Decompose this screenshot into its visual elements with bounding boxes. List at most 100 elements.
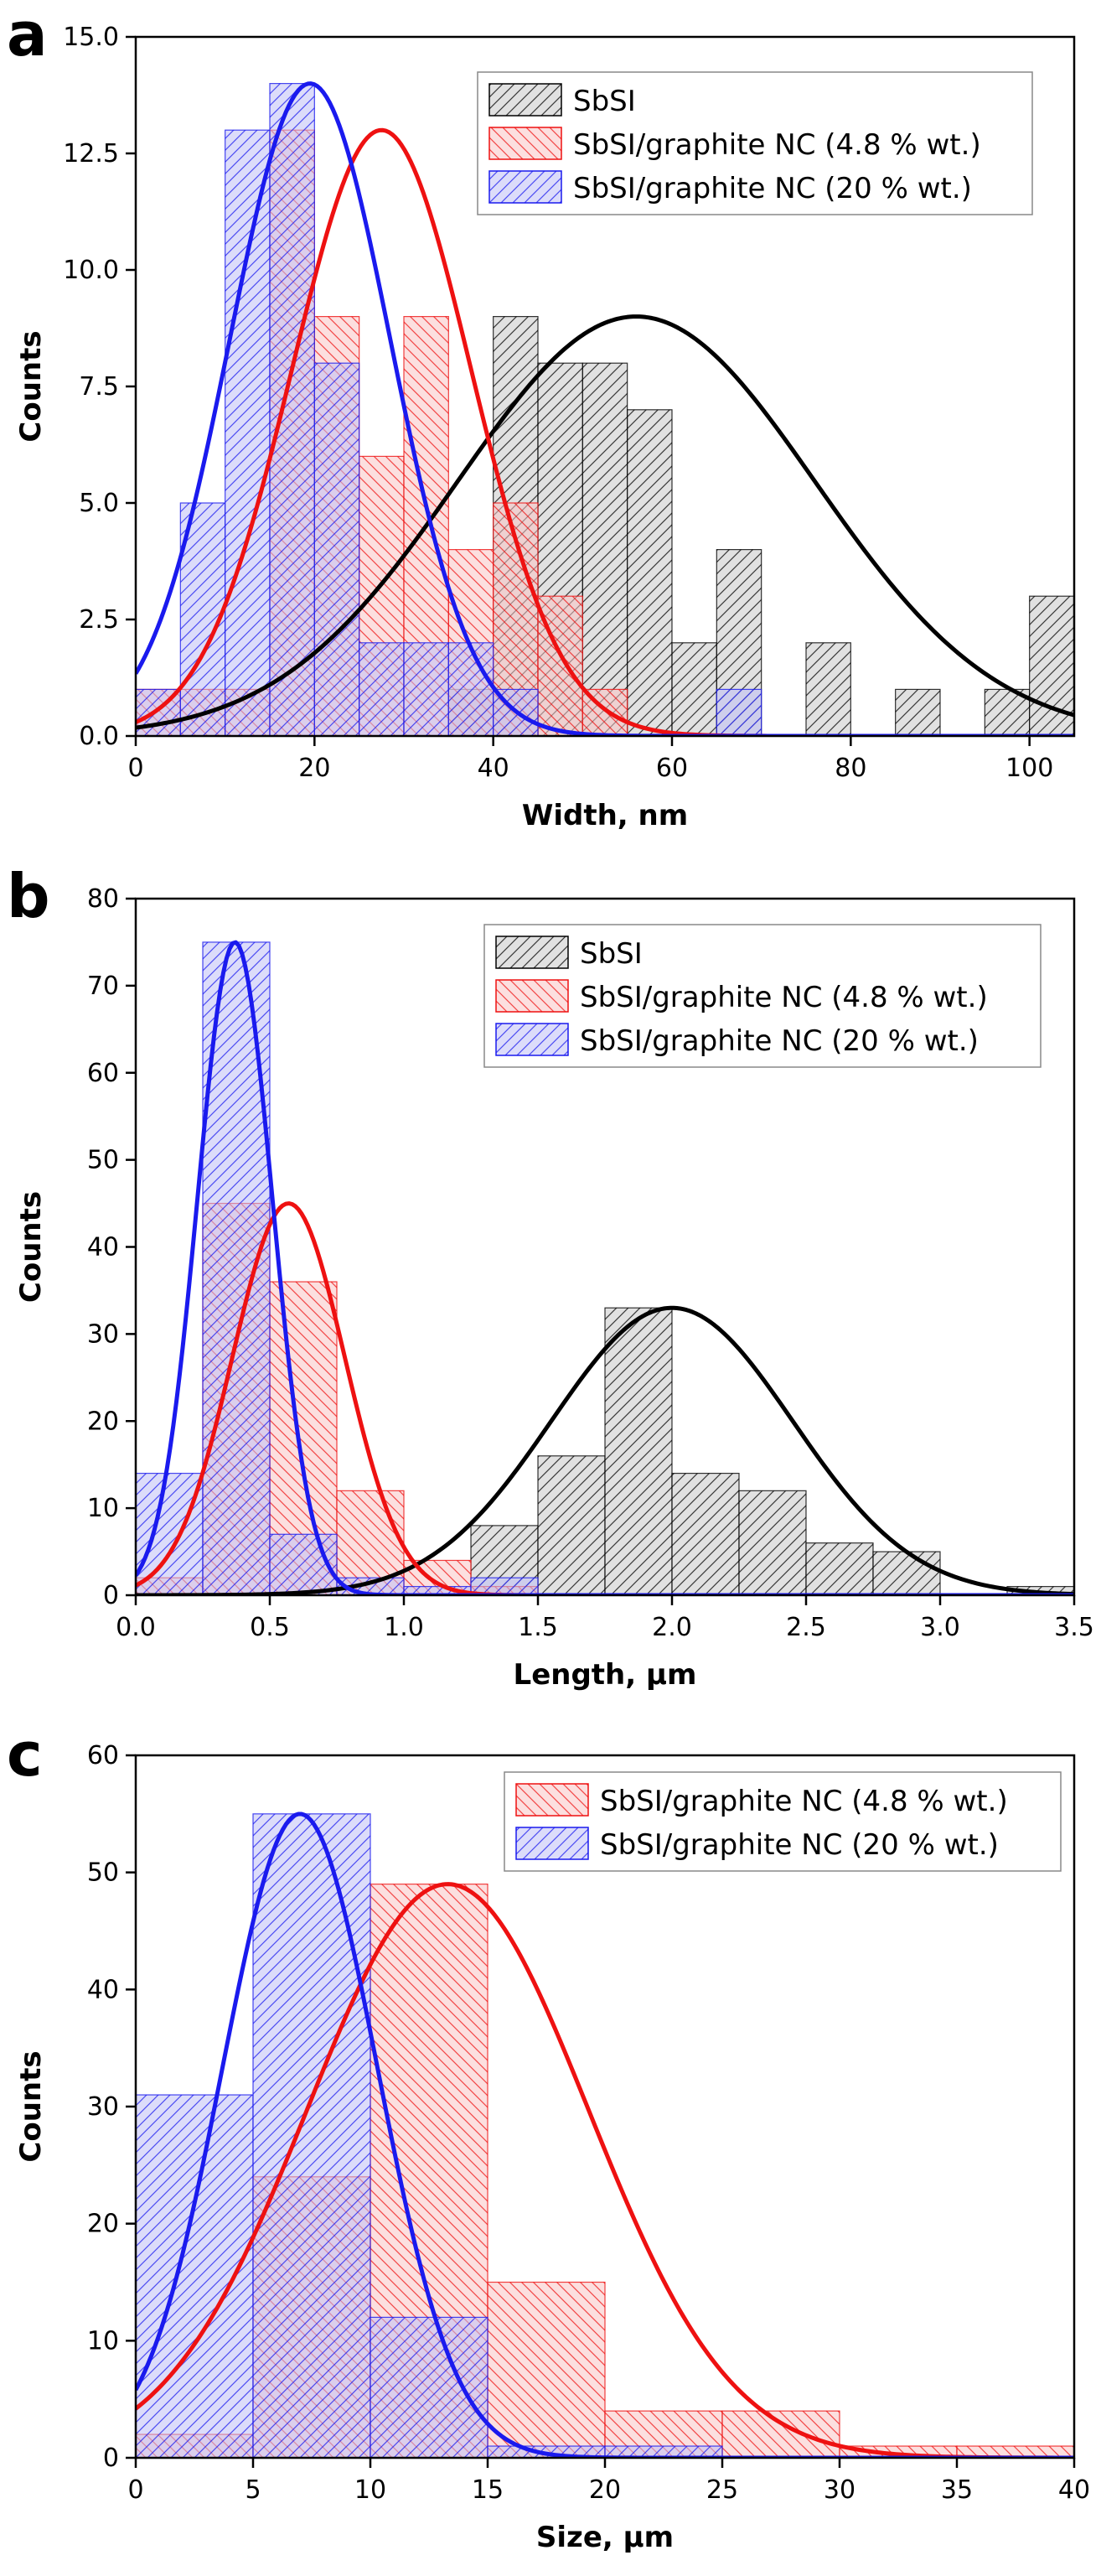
x-tick-label: 40: [478, 754, 509, 783]
legend-entry-label: SbSI: [573, 85, 636, 118]
y-tick-label: 15.0: [63, 23, 119, 52]
x-tick-label: 1.5: [518, 1613, 558, 1642]
legend-box: [504, 1771, 1062, 1872]
legend: SbSI SbSI/graphite NC (4.8 % wt.) SbSI/gra…: [483, 924, 1042, 1068]
histogram-bar-hatch: [872, 1551, 941, 1595]
fit-curve-2: [136, 940, 1074, 1595]
x-tick-label: 30: [824, 2475, 855, 2505]
plot-area: [136, 81, 1074, 736]
y-tick-label: 20: [87, 2210, 119, 2239]
histogram-bar-hatch: [805, 1542, 874, 1595]
histogram-bar-hatch: [359, 642, 405, 736]
y-tick-label: 20: [87, 1407, 119, 1436]
histogram-bar-hatch: [225, 129, 271, 736]
x-tick-label: 5: [245, 2475, 261, 2505]
legend-box: [483, 924, 1042, 1068]
fit-curve-0: [136, 1305, 1074, 1595]
legend-swatch-hatch: [515, 1827, 589, 1860]
histogram-bar-hatch: [487, 2281, 606, 2458]
legend-swatch-hatch: [488, 170, 562, 204]
histogram-bar-hatch: [403, 642, 449, 736]
series-bars-0: [470, 1307, 1074, 1595]
y-tick-label: 0: [103, 2444, 119, 2473]
legend-entry-label: SbSI: [580, 937, 643, 971]
legend: SbSI/graphite NC (4.8 % wt.) SbSI/graphit…: [504, 1771, 1062, 1872]
legend-swatch-hatch: [488, 83, 562, 117]
legend-swatch-hatch: [495, 1023, 569, 1056]
x-tick-label: 0: [127, 2475, 143, 2505]
x-tick-label: 25: [706, 2475, 738, 2505]
y-tick-label: 30: [87, 1319, 119, 1349]
x-tick-label: 1.0: [384, 1613, 424, 1642]
legend: SbSI SbSI/graphite NC (4.8 % wt.) SbSI/gra…: [477, 71, 1033, 215]
x-tick-label: 0.5: [250, 1613, 290, 1642]
histogram-bar-hatch: [604, 2445, 723, 2458]
legend-entry-label: SbSI/graphite NC (20 % wt.): [600, 1828, 999, 1862]
histogram-bar-hatch: [738, 1490, 807, 1595]
fit-curve-1: [136, 1201, 1074, 1595]
y-axis-title: Counts: [14, 1191, 48, 1303]
histogram-bar-hatch: [269, 82, 315, 736]
histogram-bar-hatch: [136, 1472, 204, 1595]
x-tick-label: 0.0: [116, 1613, 156, 1642]
y-tick-label: 80: [87, 884, 119, 914]
legend-entry-label: SbSI/graphite NC (20 % wt.): [580, 1024, 979, 1058]
histogram-bar-hatch: [721, 2410, 840, 2458]
y-tick-label: 10: [87, 1494, 119, 1523]
panel-c: 0 5 10 15 20 25 30 35 40 0 10 20 30 40 50 60 Size, μm Cou…: [7, 1719, 1090, 2554]
y-tick-label: 40: [87, 1233, 119, 1262]
legend-entry-label: SbSI/graphite NC (4.8 % wt.): [580, 981, 988, 1014]
x-tick-label: 20: [589, 2475, 621, 2505]
legend-entry-label: SbSI/graphite NC (4.8 % wt.): [600, 1785, 1008, 1818]
y-tick-label: 0: [103, 1581, 119, 1610]
legend-swatch-hatch: [495, 936, 569, 969]
y-tick-label: 0.0: [79, 722, 119, 751]
panel-label: a: [7, 0, 48, 70]
x-tick-label: 3.5: [1054, 1613, 1094, 1642]
legend-entry-label: SbSI/graphite NC (20 % wt.): [573, 172, 972, 205]
x-axis-title: Size, μm: [536, 2521, 674, 2554]
legend-swatch-hatch: [515, 1783, 589, 1817]
legend-entry-label: SbSI/graphite NC (4.8 % wt.): [573, 128, 981, 162]
histogram-bar-hatch: [671, 1472, 740, 1595]
series-bars-1: [136, 1813, 723, 2458]
histogram-bar-hatch: [313, 362, 360, 736]
histogram-bar-hatch: [956, 2445, 1074, 2458]
y-tick-label: 2.5: [79, 605, 119, 635]
histogram-bar-hatch: [895, 688, 941, 736]
y-tick-label: 40: [87, 1975, 119, 2004]
histogram-bar-hatch: [447, 642, 494, 736]
histogram-bar-hatch: [604, 1307, 673, 1595]
y-tick-label: 30: [87, 2092, 119, 2122]
y-tick-label: 10: [87, 2326, 119, 2356]
x-tick-label: 0: [127, 754, 143, 783]
x-tick-label: 2.0: [652, 1613, 692, 1642]
histogram-bar-hatch: [252, 1813, 371, 2458]
x-tick-label: 3.0: [920, 1613, 960, 1642]
plot-area: [136, 1811, 1074, 2458]
histogram-bar-hatch: [716, 688, 762, 736]
x-tick-label: 60: [656, 754, 688, 783]
fit-curve-1: [136, 127, 1074, 736]
y-tick-label: 12.5: [63, 139, 119, 168]
x-tick-label: 40: [1058, 2475, 1090, 2505]
histogram-bar-hatch: [582, 362, 628, 736]
x-tick-label: 100: [1005, 754, 1053, 783]
panel-b: 0.0 0.5 1.0 1.5 2.0 2.5 3.0 3.5 0 10 20 30 40 50 60 70 8…: [7, 861, 1094, 1692]
histogram-bar-hatch: [671, 642, 717, 736]
histogram-bar-hatch: [627, 409, 673, 736]
fit-curve-0: [136, 314, 1074, 730]
x-tick-label: 35: [941, 2475, 973, 2505]
panel-a: 0 20 40 60 80 100 0.0 2.5 5.0 7.5 10.0 12.5 15.0 Widt…: [7, 0, 1076, 832]
y-tick-label: 60: [87, 1059, 119, 1088]
histogram-bar-hatch: [805, 642, 851, 736]
x-tick-label: 80: [835, 754, 866, 783]
plot-area: [136, 940, 1074, 1595]
y-tick-label: 5.0: [79, 489, 119, 518]
y-axis-title: Counts: [14, 330, 48, 442]
fit-curve-0: [136, 1882, 1074, 2458]
y-tick-label: 70: [87, 972, 119, 1001]
y-tick-label: 10.0: [63, 256, 119, 285]
legend-swatch-hatch: [495, 979, 569, 1013]
